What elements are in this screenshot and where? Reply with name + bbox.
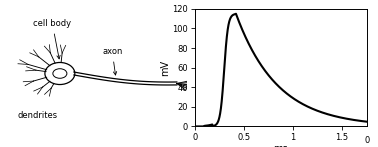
Text: 0: 0 [364, 136, 369, 145]
X-axis label: ms: ms [273, 144, 288, 147]
Text: dendrites: dendrites [17, 111, 57, 120]
Text: cell body: cell body [33, 19, 71, 59]
Text: axon: axon [102, 47, 122, 75]
Y-axis label: mV: mV [161, 60, 170, 76]
